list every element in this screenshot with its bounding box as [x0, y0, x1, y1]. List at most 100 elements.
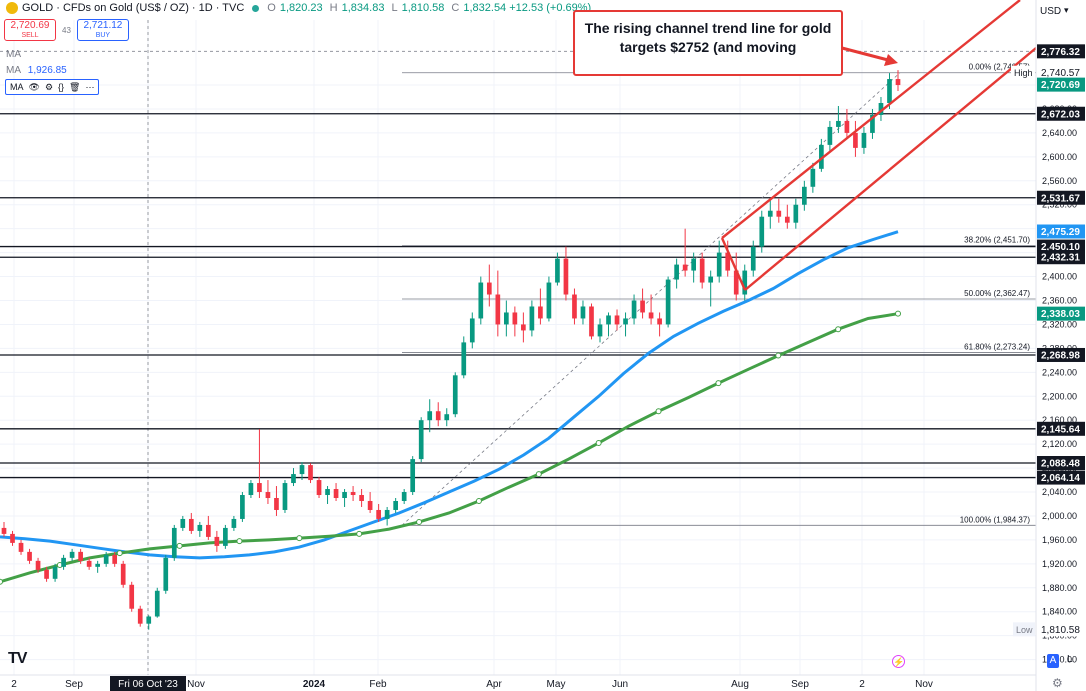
candle-body: [44, 569, 49, 579]
time-tick-label: Sep: [65, 679, 83, 690]
candle-body: [853, 132, 858, 148]
candle-body: [444, 414, 450, 421]
fib-label: 38.20% (2,451.70): [964, 236, 1030, 245]
high-tag-bg: [1011, 65, 1035, 80]
lightning-icon[interactable]: ⚡: [892, 655, 905, 668]
indicator-ma-2[interactable]: MA 1,926.85: [6, 65, 67, 76]
eye-icon[interactable]: 👁: [28, 81, 40, 92]
price-tick-label: 2,160.00: [1042, 415, 1077, 425]
candle-body: [282, 483, 288, 510]
candle-body: [895, 79, 901, 86]
time-tick-label: Nov: [187, 679, 205, 690]
annotation-arrow-head: [884, 54, 898, 66]
price-label-bg: [1037, 456, 1085, 471]
log-scale-button[interactable]: L: [1067, 654, 1073, 665]
candle-body: [410, 459, 416, 493]
candle-body: [427, 411, 433, 421]
price-label-bg: [1037, 250, 1085, 265]
close-value: 1,832.54 +12.53 (+0.69%): [463, 2, 592, 14]
candle-body: [682, 264, 688, 271]
time-axis[interactable]: 2 Sep Fri 06 Oct '23 Nov 2024 Feb Apr May Jun Aug…: [0, 674, 1036, 691]
moving-averages: [0, 230, 901, 585]
source-code-icon[interactable]: {}: [58, 82, 65, 92]
price-label-bg: [1037, 106, 1085, 121]
fib-retracement: 0.00% (2,740.57) 38.20% (2,451.70) 50.00% …: [401, 63, 1036, 526]
candle-body: [214, 536, 220, 546]
ma-marker: [595, 439, 602, 446]
ma-marker: [416, 518, 423, 525]
open-label: O: [267, 2, 276, 14]
fib-label: 61.80% (2,273.24): [964, 342, 1030, 351]
symbol-header: GOLD · CFDs on Gold (US$ / OZ) · 1D · TV…: [0, 0, 594, 16]
ma-fast-line: [0, 230, 899, 560]
candle-body: [240, 495, 245, 519]
gear-icon[interactable]: ⚙: [1052, 676, 1063, 690]
candle-body: [10, 533, 15, 543]
candle-body: [538, 306, 543, 319]
candle-body: [401, 492, 407, 501]
price-label: 2,268.98: [1041, 350, 1080, 361]
candle-body: [27, 551, 32, 561]
candle-body: [478, 282, 484, 319]
price-label: 2,672.03: [1041, 109, 1080, 120]
price-tick-label: 2,120.00: [1042, 439, 1077, 449]
ma-marker: [116, 550, 123, 557]
more-icon[interactable]: ⋯: [85, 81, 95, 92]
ma-marker: [296, 535, 303, 542]
candle-body: [223, 527, 228, 546]
candle-body: [418, 420, 424, 460]
price-label: 2,338.03: [1041, 309, 1080, 320]
annotation-callout[interactable]: The rising channel trend line for gold t…: [573, 10, 843, 76]
ma-marker: [356, 530, 363, 537]
price-tick-label: 2,400.00: [1042, 272, 1077, 282]
ma-marker: [0, 578, 3, 585]
candle-body: [836, 120, 841, 127]
price-label: 2,088.48: [1041, 459, 1080, 470]
rising-channel[interactable]: [720, 0, 1037, 291]
ma-marker: [835, 326, 842, 333]
candle-body: [154, 590, 160, 617]
fib-label: 0.00% (2,740.57): [969, 63, 1031, 72]
candle-body: [648, 312, 654, 319]
gold-coin-icon: [6, 2, 18, 14]
symbol-title[interactable]: GOLD · CFDs on Gold (US$ / OZ) · 1D · TV…: [22, 2, 245, 14]
candle-body: [529, 306, 535, 331]
price-label: 2,475.29: [1041, 227, 1080, 238]
candle-body: [452, 375, 458, 415]
auto-scale-button[interactable]: A: [1047, 654, 1059, 668]
delete-icon[interactable]: 🗑: [69, 81, 81, 92]
candle-body: [827, 126, 833, 145]
price-axis[interactable]: 1,760.001,800.001,840.001,880.001,920.00…: [1011, 0, 1086, 691]
candle-body: [231, 518, 237, 528]
price-label: 2,720.69: [1041, 80, 1080, 91]
indicator-ma-1[interactable]: MA: [6, 49, 25, 60]
high-label: H: [329, 2, 338, 14]
channel-upper-line: [721, 0, 1021, 239]
indicator-ma-3-toolbar[interactable]: MA 👁 ⚙ {} 🗑 ⋯: [5, 79, 100, 95]
candle-body: [708, 276, 714, 283]
channel-edge-line: [720, 237, 747, 291]
indicator-name: MA: [6, 49, 21, 60]
buy-button[interactable]: 2,721.12 BUY: [76, 19, 129, 41]
candle-body: [103, 554, 109, 564]
candle-body: [308, 465, 313, 481]
candle-body: [384, 509, 390, 519]
chevron-down-icon[interactable]: ▾: [1064, 5, 1069, 15]
candle-body: [767, 210, 773, 217]
candle-body: [759, 216, 765, 247]
open-value: 1,820.23: [279, 2, 323, 14]
price-label-bg: [1037, 347, 1085, 362]
candle-body: [291, 474, 296, 484]
price-label: 2,145.64: [1041, 424, 1080, 435]
settings-icon[interactable]: ⚙: [44, 81, 54, 92]
price-label: 2,432.31: [1041, 253, 1080, 264]
price-tick-label: 2,000.00: [1042, 511, 1077, 521]
currency-label[interactable]: USD: [1040, 6, 1062, 17]
sell-button[interactable]: 2,720.69 SELL: [4, 19, 56, 41]
time-tick-label: 2: [859, 679, 865, 690]
candle-body: [793, 204, 799, 223]
candle-body: [1, 527, 7, 534]
candle-body: [163, 557, 169, 591]
candle-body: [861, 132, 867, 148]
